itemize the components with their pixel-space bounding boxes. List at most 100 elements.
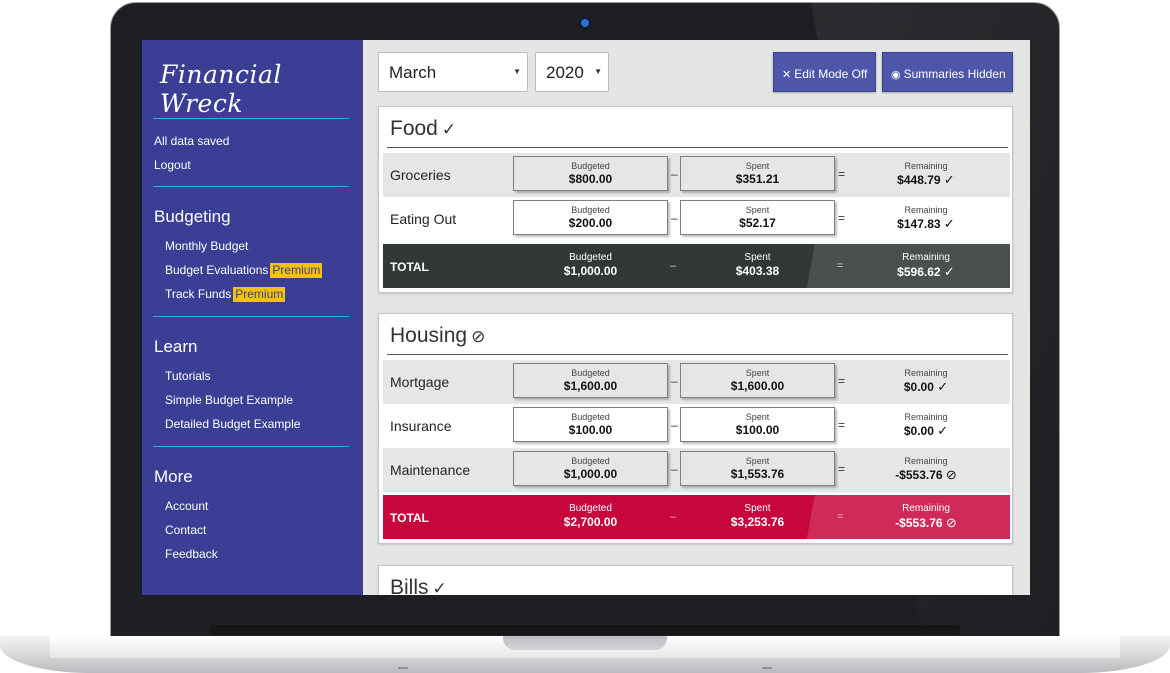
app-logo[interactable]: Financial Wreck — [160, 60, 282, 118]
category-name: Bills — [390, 576, 429, 595]
equals-sign: = — [837, 260, 844, 272]
over-budget-icon: ⊘ — [945, 515, 957, 530]
main-content: March ▼ 2020 ▼ ✕ Edit Mode Off ◉ Summaries… — [363, 40, 1030, 595]
row-label: Insurance — [390, 418, 452, 434]
over-budget-icon: ⊘ — [945, 467, 957, 482]
budgeted-field[interactable]: Budgeted $100.00 — [513, 407, 668, 442]
spent-caption: Spent — [744, 503, 771, 514]
budgeted-value: $800.00 — [568, 172, 613, 186]
remaining-caption: Remaining — [904, 161, 948, 171]
category-card-food: Food ✓ Groceries Budgeted $800.00 – Spent… — [378, 106, 1013, 293]
budget-row-groceries: Groceries Budgeted $800.00 – Spent $351.… — [383, 153, 1010, 197]
sidebar-item-tutorials[interactable]: Tutorials — [165, 369, 211, 383]
budgeted-caption: Budgeted — [569, 252, 612, 263]
edit-off-icon: ✕ — [782, 69, 792, 81]
budgeted-field[interactable]: Budgeted $1,600.00 — [513, 363, 668, 398]
eye-slash-icon: ◉ — [891, 69, 901, 81]
budgeted-field[interactable]: Budgeted $200.00 — [513, 200, 668, 235]
remaining-value: $0.00 — [903, 424, 934, 438]
equals-sign: = — [837, 511, 844, 523]
spent-field[interactable]: Spent $52.17 — [680, 200, 835, 235]
spent-value: $100.00 — [735, 423, 780, 437]
budgeted-value: $100.00 — [568, 423, 613, 437]
total-remaining: Remaining -$553.76 ⊘ — [853, 503, 999, 531]
remaining-caption: Remaining — [904, 456, 948, 466]
remaining-cell: Remaining $0.00 ✓ — [853, 368, 999, 395]
check-icon: ✓ — [943, 264, 955, 279]
spent-caption: Spent — [745, 412, 770, 422]
edit-mode-button[interactable]: ✕ Edit Mode Off — [773, 52, 876, 92]
minus-sign: – — [671, 167, 678, 181]
spent-value: $351.21 — [735, 172, 780, 186]
remaining-caption: Remaining — [904, 412, 948, 422]
spent-field[interactable]: Spent $100.00 — [680, 407, 835, 442]
budgeted-field[interactable]: Budgeted $1,000.00 — [513, 451, 668, 486]
equals-sign: = — [838, 211, 846, 225]
budget-row-maintenance: Maintenance Budgeted $1,000.00 – Spent $… — [383, 448, 1010, 492]
category-card-housing: Housing ⊘ Mortgage Budgeted $1,600.00 – S… — [378, 313, 1013, 544]
remaining-caption: Remaining — [904, 368, 948, 378]
equals-sign: = — [838, 374, 846, 388]
spent-value: $1,600.00 — [730, 379, 785, 393]
budgeted-field[interactable]: Budgeted $800.00 — [513, 156, 668, 191]
minus-sign: – — [671, 211, 678, 225]
summaries-button[interactable]: ◉ Summaries Hidden — [882, 52, 1013, 92]
minus-sign: – — [670, 511, 677, 523]
sidebar-item-label: Budget Evaluations — [165, 263, 269, 277]
laptop-hinge — [210, 625, 960, 635]
laptop-opening-notch — [503, 636, 667, 650]
budgeted-caption: Budgeted — [571, 456, 610, 466]
remaining-cell: Remaining $0.00 ✓ — [853, 412, 999, 439]
category-card-bills: Bills ✓ — [378, 565, 1013, 595]
spent-field[interactable]: Spent $351.21 — [680, 156, 835, 191]
sidebar-item-account[interactable]: Account — [165, 499, 209, 513]
premium-badge: Premium — [233, 287, 286, 302]
sidebar-item-feedback[interactable]: Feedback — [165, 547, 218, 561]
chevron-down-icon: ▼ — [513, 67, 521, 76]
sidebar-item-contact[interactable]: Contact — [165, 523, 207, 537]
sidebar-item-track-funds[interactable]: Track Funds Premium — [165, 287, 286, 302]
budget-row-mortgage: Mortgage Budgeted $1,600.00 – Spent $1,6… — [383, 360, 1010, 404]
minus-sign: – — [671, 418, 678, 432]
sidebar-item-budget-evaluations[interactable]: Budget Evaluations Premium — [165, 263, 323, 278]
spent-caption: Spent — [745, 456, 770, 466]
save-status: All data saved — [154, 134, 230, 148]
month-select-value: March — [389, 63, 437, 82]
budgeted-caption: Budgeted — [571, 161, 610, 171]
budgeted-value: $1,600.00 — [563, 379, 618, 393]
logout-link[interactable]: Logout — [154, 158, 191, 172]
sidebar-item-simple-budget-example[interactable]: Simple Budget Example — [165, 393, 294, 407]
budgeted-value: $2,700.00 — [563, 515, 618, 529]
webcam-icon — [581, 19, 589, 27]
remaining-caption: Remaining — [902, 252, 950, 263]
check-icon: ✓ — [432, 579, 447, 595]
remaining-value: -$553.76 — [895, 516, 943, 530]
total-row-food: TOTAL Budgeted $1,000.00 – Spent $403.38… — [383, 244, 1010, 288]
spent-field[interactable]: Spent $1,600.00 — [680, 363, 835, 398]
over-budget-icon: ⊘ — [471, 327, 486, 346]
minus-sign: – — [671, 374, 678, 388]
remaining-cell: Remaining -$553.76 ⊘ — [853, 456, 999, 483]
section-heading-budgeting: Budgeting — [154, 207, 231, 226]
check-icon: ✓ — [943, 216, 955, 231]
budgeted-value: $1,000.00 — [563, 467, 618, 481]
chevron-down-icon: ▼ — [594, 67, 602, 76]
check-icon: ✓ — [943, 172, 955, 187]
spent-field[interactable]: Spent $1,553.76 — [680, 451, 835, 486]
check-icon: ✓ — [937, 423, 949, 438]
spent-value: $1,553.76 — [730, 467, 785, 481]
sidebar-item-monthly-budget[interactable]: Monthly Budget — [165, 239, 249, 253]
budget-row-insurance: Insurance Budgeted $100.00 – Spent $100.… — [383, 404, 1010, 448]
year-select[interactable]: 2020 ▼ — [535, 52, 609, 92]
section-heading-learn: Learn — [154, 337, 198, 356]
spent-value: $52.17 — [739, 216, 776, 230]
budget-row-eating-out: Eating Out Budgeted $200.00 – Spent $52.… — [383, 197, 1010, 241]
summaries-label: Summaries Hidden — [903, 67, 1006, 81]
category-title: Food ✓ — [390, 117, 456, 141]
total-label: TOTAL — [390, 260, 429, 274]
minus-sign: – — [671, 462, 678, 476]
remaining-value: $147.83 — [897, 217, 941, 231]
year-select-value: 2020 — [546, 63, 584, 82]
sidebar-item-detailed-budget-example[interactable]: Detailed Budget Example — [165, 417, 301, 431]
month-select[interactable]: March ▼ — [378, 52, 528, 92]
